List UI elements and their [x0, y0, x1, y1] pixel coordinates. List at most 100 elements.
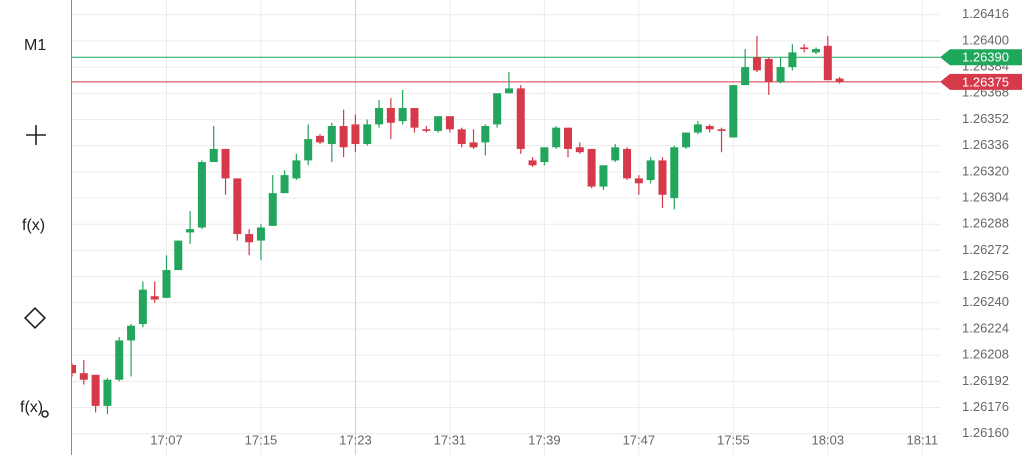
candle-body — [812, 49, 820, 53]
crosshair-button[interactable] — [26, 125, 46, 145]
candle-body — [327, 126, 336, 145]
x-tick-label: 17:55 — [717, 432, 750, 447]
candle-body — [469, 142, 478, 148]
candle-body — [528, 160, 537, 166]
candle-body — [481, 126, 490, 143]
candle-body — [280, 175, 289, 194]
candle-body — [138, 289, 147, 325]
x-tick-label: 17:07 — [150, 432, 183, 447]
candle-body — [835, 78, 844, 82]
candle-body — [304, 139, 313, 161]
x-tick-label: 17:31 — [434, 432, 467, 447]
candle-body — [670, 147, 679, 199]
y-tick-label: 1.26336 — [962, 137, 1009, 152]
y-tick-label: 1.26240 — [962, 294, 1009, 309]
price-tag-label: 1.26375 — [962, 74, 1009, 89]
candle-body — [72, 364, 76, 374]
y-tick-label: 1.26192 — [962, 373, 1009, 388]
candle-body — [693, 124, 702, 133]
candle-body — [575, 147, 584, 153]
candle-body — [587, 148, 596, 187]
x-tick-label: 17:23 — [339, 432, 372, 447]
candle-body — [351, 124, 360, 145]
y-tick-label: 1.26176 — [962, 399, 1009, 414]
candle-body — [658, 160, 667, 195]
candle-body — [823, 45, 832, 81]
candle-body — [174, 240, 183, 271]
y-tick-label: 1.26320 — [962, 163, 1009, 178]
candle-body — [115, 340, 124, 380]
candle-body — [504, 88, 513, 94]
candle-body — [457, 129, 466, 145]
plot — [72, 36, 844, 415]
candle-body — [410, 108, 419, 128]
candle-body — [729, 85, 738, 138]
candle-body — [292, 160, 301, 179]
timeframe-button[interactable]: M1 — [24, 37, 46, 54]
candle-body — [221, 148, 230, 179]
x-tick-label: 18:11 — [906, 432, 938, 447]
indicators-button[interactable]: f(x) — [22, 217, 45, 234]
candle-body — [434, 116, 443, 131]
candle-body — [611, 147, 620, 161]
x-tick-label: 17:15 — [245, 432, 278, 447]
y-tick-label: 1.26256 — [962, 268, 1009, 283]
candle-body — [599, 165, 608, 187]
candle-body — [800, 47, 809, 50]
candle-body — [445, 116, 454, 130]
candle-body — [209, 148, 218, 163]
candle-body — [717, 129, 726, 131]
price-axis: 1.264161.264001.263841.263681.263521.263… — [150, 6, 1022, 447]
candle-body — [256, 227, 265, 241]
y-tick-label: 1.26288 — [962, 216, 1009, 231]
y-tick-label: 1.26224 — [962, 320, 1009, 335]
y-tick-label: 1.26208 — [962, 347, 1009, 362]
y-tick-label: 1.26304 — [962, 189, 1009, 204]
candle-body — [552, 127, 561, 148]
candle-body — [103, 379, 112, 406]
indicator-settings-button[interactable]: f(x) — [20, 399, 43, 416]
y-tick-label: 1.26272 — [962, 242, 1009, 257]
x-tick-label: 17:47 — [623, 432, 656, 447]
candle-body — [375, 108, 384, 125]
price-tag-label: 1.26390 — [962, 50, 1009, 65]
candle-body — [634, 178, 643, 184]
candle-body — [162, 270, 171, 298]
candle-body — [339, 126, 348, 148]
candle-body — [79, 373, 88, 380]
candle-body — [623, 148, 632, 179]
candle-body — [127, 325, 136, 341]
candle-body — [150, 296, 159, 300]
candle-body — [682, 132, 691, 148]
candle-body — [245, 234, 254, 243]
y-tick-label: 1.26416 — [962, 6, 1009, 21]
candle-body — [233, 178, 242, 235]
candle-body — [788, 52, 797, 68]
candle-body — [186, 229, 195, 233]
objects-button[interactable] — [23, 306, 47, 330]
candle-body — [564, 127, 572, 149]
candle-body — [422, 129, 431, 131]
y-tick-label: 1.26400 — [962, 32, 1009, 47]
candle-body — [752, 57, 761, 71]
candle-body — [398, 108, 407, 122]
toolbar: M1 f(x) f(x) — [20, 37, 49, 418]
x-tick-label: 17:39 — [528, 432, 561, 447]
candle-body — [764, 58, 773, 82]
candle-body — [268, 193, 277, 226]
price-tag — [940, 49, 1022, 66]
gear-icon — [41, 410, 49, 418]
candle-body — [91, 374, 100, 406]
candle-body — [363, 124, 372, 145]
x-tick-label: 18:03 — [812, 432, 845, 447]
candle-body — [646, 160, 655, 181]
candle-body — [316, 135, 324, 143]
candle-body — [386, 108, 395, 123]
candle-body — [493, 93, 502, 125]
price-tag — [940, 73, 1022, 90]
y-tick-label: 1.26352 — [962, 111, 1009, 126]
candle-body — [197, 162, 206, 228]
candle-body — [741, 67, 750, 86]
